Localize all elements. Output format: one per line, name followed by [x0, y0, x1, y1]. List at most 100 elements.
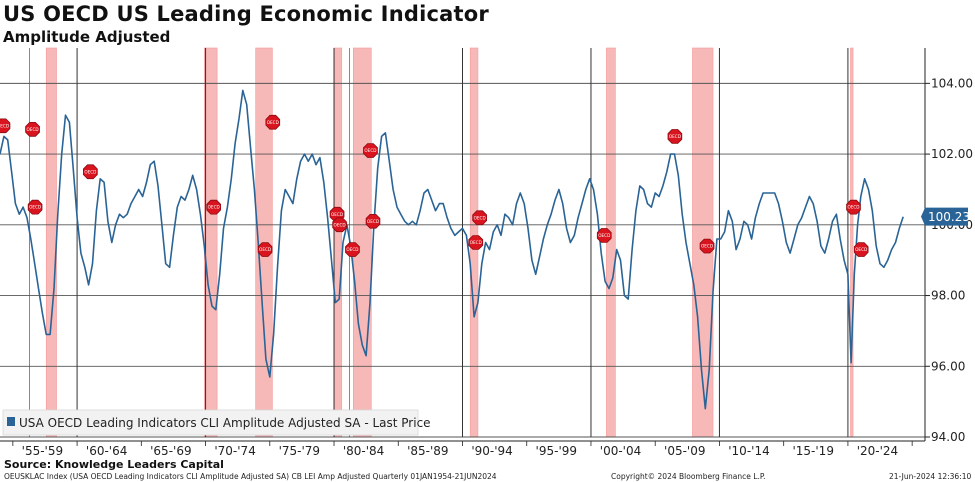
legend-swatch — [7, 417, 15, 426]
legend-group: USA OECD Leading Indicators CLI Amplitud… — [2, 409, 431, 436]
last-price-group: 100.23 — [921, 207, 970, 226]
x-tick-label: '05-'09 — [664, 444, 705, 458]
red-octagon-marker-icon — [667, 129, 683, 144]
recession-band — [606, 47, 616, 438]
y-tick-label: 104.00 — [931, 76, 973, 90]
red-octagon-marker-icon — [365, 213, 381, 229]
red-octagon-marker-icon — [846, 199, 861, 215]
x-tick-label: '65-'69 — [150, 444, 191, 458]
index-description: OEUSKLAC Index (USA OECD Leading Indicat… — [4, 472, 497, 481]
red-octagon-marker-icon — [345, 242, 360, 257]
recession-band — [850, 47, 854, 438]
oecd-marker-label: OECD — [259, 247, 271, 252]
axes: 94.0096.0098.00100.00102.00104.00'55-'59… — [0, 48, 973, 458]
recession-band — [45, 47, 57, 438]
x-tick-label: '75-'79 — [279, 444, 320, 458]
oecd-marker: OECD — [365, 213, 381, 229]
x-tick-label: '20-'24 — [857, 444, 898, 458]
red-octagon-marker-icon — [257, 242, 273, 257]
recession-band — [203, 47, 218, 438]
oecd-marker-label: OECD — [334, 222, 346, 227]
oecd-marker-label: OECD — [474, 215, 486, 220]
oecd-marker: OECD — [363, 143, 378, 158]
oecd-marker: OECD — [468, 235, 484, 250]
y-tick-label: 102.00 — [931, 147, 973, 161]
oecd-marker: OECD — [25, 122, 40, 137]
x-tick-label: '90-'94 — [471, 444, 512, 458]
y-tick-label: 96.00 — [931, 359, 965, 373]
oecd-marker-label: OECD — [331, 212, 343, 217]
red-octagon-marker-icon — [468, 235, 484, 250]
x-tick-label: '95-'99 — [536, 444, 577, 458]
red-octagon-marker-icon — [265, 114, 281, 130]
legend-label: USA OECD Leading Indicators CLI Amplitud… — [19, 416, 431, 430]
oecd-marker: OECD — [699, 238, 715, 254]
red-octagon-marker-icon — [206, 199, 222, 215]
timestamp: 21-Jun-2024 12:36:10 — [889, 472, 972, 481]
chart-title: US OECD US Leading Economic Indicator — [3, 2, 489, 26]
x-tick-label: '00-'04 — [600, 444, 641, 458]
oecd-marker: OECD — [0, 118, 11, 134]
chart-subtitle: Amplitude Adjusted — [3, 28, 171, 46]
red-octagon-marker-icon — [853, 242, 869, 257]
oecd-marker: OECD — [667, 129, 683, 144]
last-price-badge — [921, 207, 968, 226]
oecd-marker-label: OECD — [367, 219, 379, 224]
last-price-label: 100.23 — [928, 210, 970, 224]
oecd-marker: OECD — [846, 199, 861, 215]
recession-band — [352, 47, 372, 438]
red-octagon-marker-icon — [83, 164, 98, 180]
recession-band — [333, 47, 343, 438]
oecd-marker: OECD — [332, 217, 347, 233]
oecd-marker-label: OECD — [847, 205, 859, 210]
source-note: Source: Knowledge Leaders Capital — [4, 458, 224, 471]
red-octagon-marker-icon — [596, 228, 612, 243]
oecd-marker: OECD — [596, 228, 612, 243]
annotation-markers: OECD OECD OECD OECD OECD OECD OECD OECD OECD OECD… — [0, 114, 869, 257]
oecd-marker: OECD — [206, 199, 222, 215]
oecd-marker-label: OECD — [29, 205, 41, 210]
oecd-marker: OECD — [257, 242, 273, 257]
series-layer — [0, 89, 904, 410]
oecd-marker: OECD — [265, 114, 281, 130]
oecd-marker-label: OECD — [84, 169, 96, 174]
oecd-marker-label: OECD — [208, 205, 220, 210]
oecd-marker: OECD — [345, 242, 360, 257]
oecd-marker-label: OECD — [364, 148, 376, 153]
recession-bands — [45, 47, 854, 438]
oecd-marker: OECD — [853, 242, 869, 257]
x-tick-label: '10-'14 — [728, 444, 769, 458]
oecd-marker: OECD — [83, 164, 98, 180]
red-octagon-marker-icon — [699, 238, 715, 254]
oecd-marker-label: OECD — [669, 134, 681, 139]
series-line — [0, 89, 904, 410]
legend-box — [2, 409, 419, 436]
x-tick-label: '85-'89 — [407, 444, 448, 458]
red-octagon-marker-icon — [332, 217, 347, 233]
oecd-marker: OECD — [472, 210, 488, 226]
y-tick-label: 98.00 — [931, 289, 965, 303]
oecd-marker-label: OECD — [346, 247, 358, 252]
oecd-marker-label: OECD — [267, 120, 279, 125]
copyright-note: Copyright© 2024 Bloomberg Finance L.P. — [611, 472, 766, 481]
x-tick-label: '15-'19 — [792, 444, 833, 458]
red-octagon-marker-icon — [0, 118, 11, 134]
oecd-marker-label: OECD — [598, 233, 610, 238]
red-octagon-marker-icon — [363, 143, 378, 158]
oecd-marker-label: OECD — [470, 240, 482, 245]
oecd-marker-label: OECD — [855, 247, 867, 252]
gridlines — [0, 48, 925, 438]
x-tick-label: '60-'64 — [86, 444, 127, 458]
oecd-marker: OECD — [27, 199, 43, 215]
red-octagon-marker-icon — [25, 122, 40, 137]
red-octagon-marker-icon — [472, 210, 488, 226]
red-octagon-marker-icon — [27, 199, 43, 215]
oecd-marker-label: OECD — [27, 127, 39, 132]
oecd-marker-label: OECD — [0, 123, 9, 128]
oecd-marker-label: OECD — [701, 244, 713, 249]
y-tick-label: 94.00 — [931, 430, 965, 444]
x-tick-label: '70-'74 — [214, 444, 255, 458]
x-tick-label: '80-'84 — [343, 444, 384, 458]
x-tick-label: '55-'59 — [22, 444, 63, 458]
